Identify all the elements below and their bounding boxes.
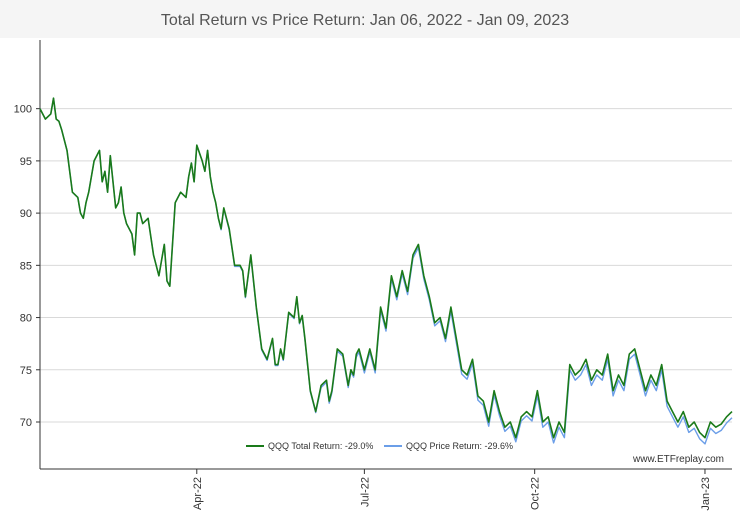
chart-title: Total Return vs Price Return: Jan 06, 20… <box>161 12 569 29</box>
axes: 70 75 80 85 90 95 100 Apr-22 Jul-22 Oct-22 Jan-23 <box>14 40 732 511</box>
legend: QQQ Total Return: -29.0% QQQ Price Return… <box>246 441 513 451</box>
y-tick-label: 80 <box>20 313 32 325</box>
x-tick-label: Jan-23 <box>700 477 712 511</box>
title-background <box>0 0 740 38</box>
x-tick-label: Apr-22 <box>192 477 204 510</box>
gridlines <box>40 108 732 423</box>
total-return-line <box>39 97 733 439</box>
x-tick-label: Oct-22 <box>530 477 542 510</box>
y-tick-label: 100 <box>14 104 32 116</box>
y-tick-label: 90 <box>20 208 32 220</box>
price-return-line <box>39 97 733 445</box>
title-band: Total Return vs Price Return: Jan 06, 20… <box>0 0 740 38</box>
x-tick-label: Jul-22 <box>359 477 371 507</box>
watermark-text: www.ETFreplay.com <box>632 454 724 465</box>
y-tick-label: 95 <box>20 156 32 168</box>
legend-total-return-label: QQQ Total Return: -29.0% <box>268 441 373 451</box>
y-tick-label: 85 <box>20 260 32 272</box>
y-tick-label: 70 <box>20 417 32 429</box>
series-lines <box>39 97 733 445</box>
y-tick-label: 75 <box>20 365 32 377</box>
legend-price-return-label: QQQ Price Return: -29.6% <box>406 441 513 451</box>
